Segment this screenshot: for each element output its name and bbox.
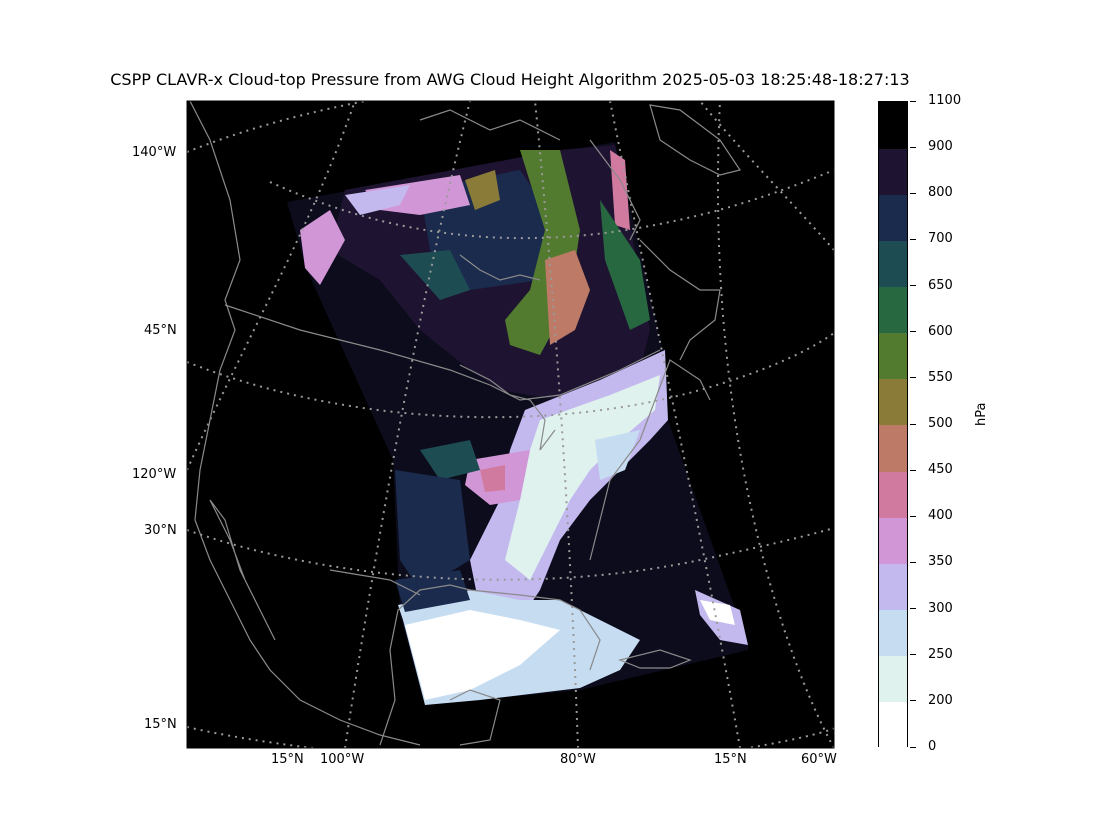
colorbar-tick [910,285,916,287]
colorbar-tick-label: 800 [928,185,953,201]
cloud-pink-northwest [300,210,345,285]
coast-west [189,101,421,746]
colorbar-unit-label: hPa [974,402,989,426]
colorbar-tick [910,238,916,240]
left-label-45n: 45°N [144,323,177,338]
colorbar-tick [910,146,916,148]
colorbar-tick-label: 900 [928,139,953,155]
colorbar-tick [910,331,916,333]
coastlines [189,101,741,746]
colorbar-tick-label: 450 [928,462,953,478]
cloud-navy-west [395,470,470,590]
colorbar-tick [910,100,916,102]
colorbar-segment [879,378,907,426]
bottom-label-60w: 60°W [801,752,837,767]
coast-yucatan [449,689,501,746]
colorbar-segment [879,655,907,703]
colorbar-tick-label: 500 [928,416,953,431]
colorbar-tick-label: 300 [928,600,953,616]
coast-canada-east [639,239,721,361]
colorbar-tick [910,377,916,379]
colorbar-tick-label: 550 [928,369,953,385]
satellite-swath [287,142,748,705]
colorbar-segment [879,701,907,749]
colorbar-tick [910,654,916,656]
chart-title: CSPP CLAVR-x Cloud-top Pressure from AWG… [110,70,910,89]
coast-arctic [419,109,561,141]
colorbar-segment [879,517,907,564]
coast-hudson [459,254,541,281]
colorbar-tick [910,700,916,702]
colorbar-segment [879,563,907,611]
colorbar-tick [910,746,916,748]
left-label-30n: 30°N [144,523,177,538]
colorbar-tick-label: 700 [928,231,953,247]
colorbar-segment [879,425,907,472]
colorbar-tick [910,192,916,194]
colorbar-segment [879,286,907,334]
cloud-brown-band [545,250,590,345]
coast-baffin [589,139,641,241]
left-label-140w: 140°W [132,145,177,160]
colorbar-segment [879,148,907,195]
cloud-front-blue [595,430,640,480]
cloud-teal-south [420,440,480,480]
cloud-teal-center [400,250,470,300]
cloud-front-rose [480,465,505,492]
coast-greenland [649,104,741,176]
gridlines [187,101,834,748]
cloud-navy-southwest [395,570,470,612]
colorbar-tick-label: 200 [928,692,953,708]
colorbar-segment [879,609,907,657]
left-label-15n: 15°N [144,717,177,732]
colorbar [878,101,908,749]
colorbar-tick-label: 600 [928,323,953,339]
coast-east-us [589,359,711,561]
colorbar-tick [910,608,916,610]
cloud-south-east-white [700,600,735,625]
colorbar-segment [879,194,907,241]
colorbar-tick-label: 350 [928,554,953,570]
bottom-label-15n-a: 15°N [271,752,304,767]
coast-gulf-us [469,589,601,671]
colorbar-segment [879,471,907,518]
bottom-label-15n-b: 15°N [714,752,747,767]
colorbar-tick-label: 1100 [928,93,962,108]
cloud-brown-north [465,170,500,210]
bottom-label-80w: 80°W [560,752,596,767]
colorbar-segment [879,240,907,288]
coast-mexico-gulf [379,584,471,746]
cloud-south-white [405,610,560,700]
bottom-label-100w: 100°W [320,752,365,767]
colorbar-tick [910,423,916,425]
colorbar-tick-label: 650 [928,277,953,293]
colorbar-tick-label: 400 [928,508,953,524]
border-us-canada [224,304,661,401]
cloud-light-north [345,185,410,215]
map-frame [186,100,835,749]
colorbar-tick-label: 0 [928,739,937,754]
colorbar-tick [910,515,916,517]
coast-cuba [618,649,692,669]
colorbar-segment [879,102,907,149]
colorbar-segment [879,332,907,380]
colorbar-tick-label: 250 [928,646,953,662]
border-us-mexico [329,569,421,596]
colorbar-tick [910,561,916,563]
left-label-120w: 120°W [132,467,177,482]
colorbar-tick [910,469,916,471]
coast-baja [209,499,276,641]
great-lakes [459,364,556,451]
